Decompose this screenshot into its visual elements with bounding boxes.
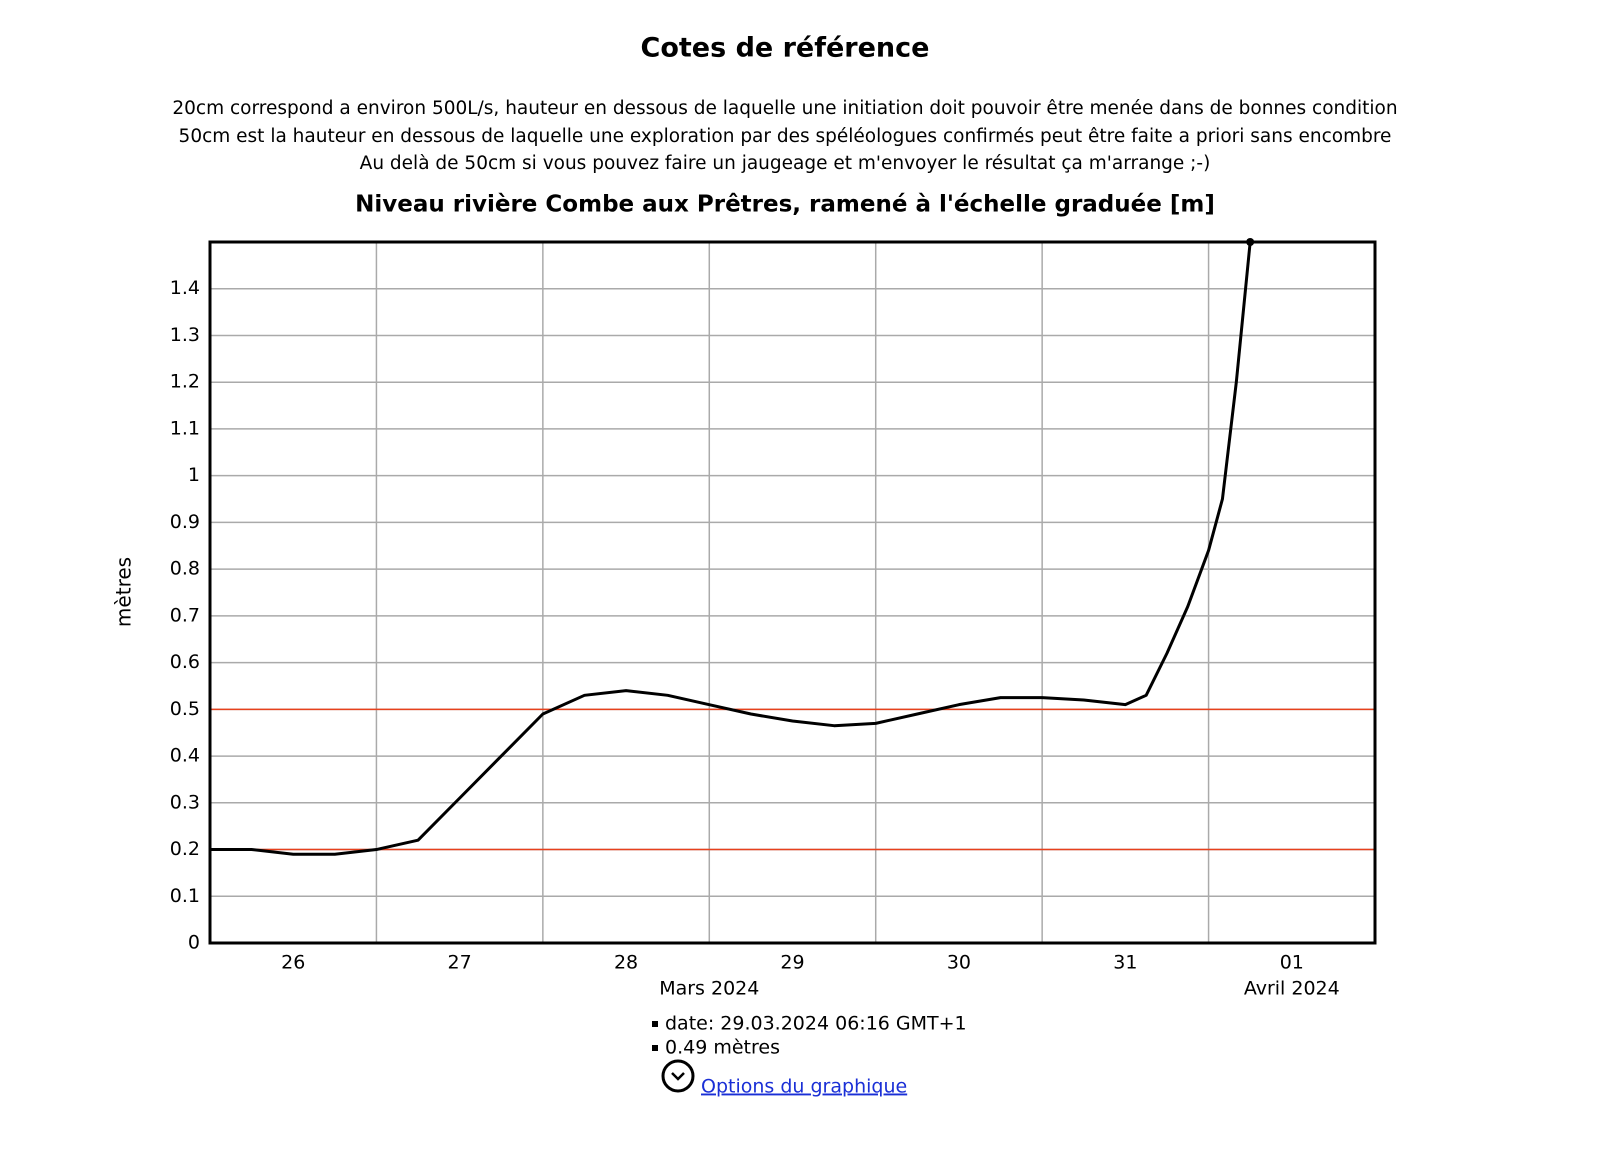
x-tick-label: 28 — [614, 952, 638, 974]
x-tick-label: 27 — [448, 952, 472, 974]
y-tick-label: 0.8 — [170, 558, 200, 580]
x-tick-label: 31 — [1113, 952, 1137, 974]
link-text[interactable]: Options du graphique — [701, 1076, 907, 1098]
page-title: Cotes de référence — [641, 33, 930, 64]
x-tick-label: 01 — [1280, 952, 1304, 974]
y-tick-label: 1.3 — [170, 324, 200, 346]
y-tick-label: 1.4 — [170, 277, 200, 299]
chevron-icon[interactable] — [661, 1059, 695, 1093]
y-tick-label: 1.2 — [170, 371, 200, 393]
y-tick-label: 0.4 — [170, 745, 200, 767]
description: 20cm correspond a environ 500L/s, hauteu… — [172, 98, 1397, 119]
y-tick-label: 0.1 — [170, 885, 200, 907]
tooltip-value: 0.49 mètres — [665, 1037, 780, 1059]
description: Au delà de 50cm si vous pouvez faire un … — [360, 153, 1211, 174]
x-group-label: Avril 2024 — [1244, 978, 1340, 1000]
y-tick-label: 0.7 — [170, 604, 200, 626]
y-tick-label: 0.6 — [170, 651, 200, 673]
description: 50cm est la hauteur en dessous de laquel… — [179, 126, 1392, 147]
y-tick-label: 0.5 — [170, 698, 200, 720]
data-line — [210, 241, 1252, 856]
tooltip-date: date: 29.03.2024 06:16 GMT+1 — [665, 1013, 967, 1035]
options-link[interactable]: Options du graphique — [661, 1059, 907, 1098]
y-tick-label: 0.2 — [170, 838, 200, 860]
chevron[interactable] — [671, 1072, 685, 1081]
plot-frame — [208, 240, 1377, 945]
x-group-label: Mars 2024 — [659, 978, 759, 1000]
bullet — [652, 1045, 658, 1051]
x-tick-label: 29 — [780, 952, 804, 974]
bullet — [652, 1021, 658, 1027]
chart-title: Niveau rivière Combe aux Prêtres, ramené… — [355, 192, 1215, 218]
y-tick-label: 0.9 — [170, 511, 200, 533]
y-tick-label: 0 — [188, 932, 200, 954]
y-tick-label: 0.3 — [170, 791, 200, 813]
y-tick-label: 1 — [188, 464, 200, 486]
x-tick-label: 30 — [947, 952, 971, 974]
x-tick-label: 26 — [281, 952, 305, 974]
y-axis-label: mètres — [112, 557, 136, 627]
y-tick-label: 1.1 — [170, 417, 200, 439]
